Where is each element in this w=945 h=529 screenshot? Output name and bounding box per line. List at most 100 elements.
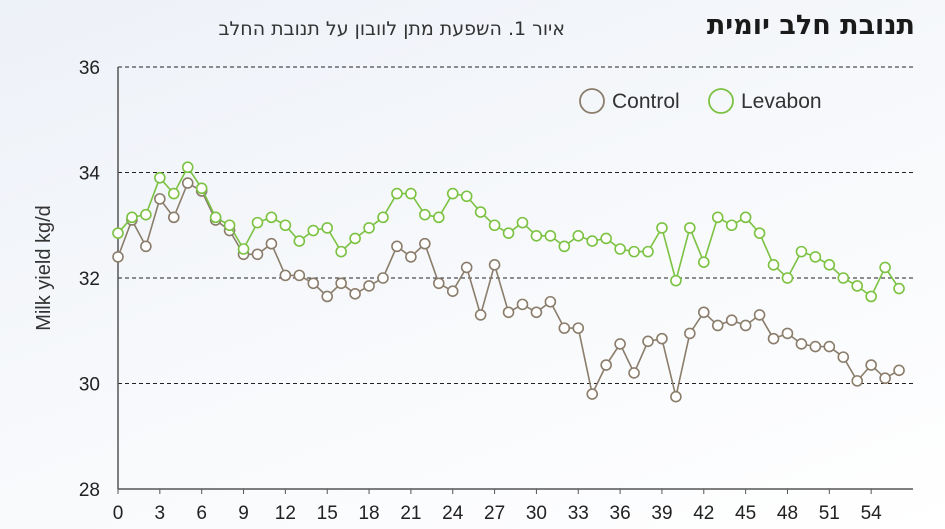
data-point-levabon xyxy=(391,187,403,200)
data-point-levabon xyxy=(502,227,515,239)
data-point-control xyxy=(809,340,822,353)
data-point-control xyxy=(140,240,152,253)
legend-label-control: Control xyxy=(612,90,680,113)
x-tick-label: 48 xyxy=(777,503,798,524)
x-tick-label: 27 xyxy=(484,503,505,524)
figure-caption: איור 1. השפעת מתן לוובון על תנובת החלב xyxy=(218,18,566,40)
data-point-levabon xyxy=(140,208,152,221)
data-point-levabon xyxy=(697,256,710,268)
x-tick-label: 3 xyxy=(155,503,166,524)
data-point-levabon xyxy=(154,171,166,184)
gridlines xyxy=(118,66,913,384)
data-point-levabon xyxy=(851,280,864,292)
data-point-control xyxy=(837,351,850,363)
data-point-control xyxy=(377,272,389,284)
data-point-control xyxy=(516,298,529,311)
data-point-control xyxy=(572,322,585,334)
data-point-control xyxy=(335,277,347,290)
data-point-control xyxy=(781,327,794,340)
y-tick-label: 34 xyxy=(79,164,101,185)
x-tick-label: 42 xyxy=(693,503,714,524)
y-tick-labels: 28 30 32 34 36 xyxy=(79,58,101,501)
data-point-control xyxy=(460,261,473,274)
data-point-control xyxy=(865,359,877,371)
data-point-control xyxy=(349,288,361,300)
y-tick-label: 36 xyxy=(79,58,100,79)
data-point-levabon xyxy=(781,272,794,284)
y-tick-label: 28 xyxy=(79,480,100,501)
data-point-control xyxy=(181,177,194,189)
x-tick-label: 54 xyxy=(861,503,883,524)
series-levabon xyxy=(112,161,905,303)
data-point-control xyxy=(558,322,571,334)
data-point-levabon xyxy=(893,282,905,295)
data-point-levabon xyxy=(753,227,766,239)
data-point-control xyxy=(432,277,445,290)
data-point-levabon xyxy=(460,190,473,203)
data-point-levabon xyxy=(823,259,836,271)
data-point-control xyxy=(739,319,752,332)
data-point-levabon xyxy=(879,261,891,274)
data-point-control xyxy=(711,319,724,332)
series-control xyxy=(112,177,905,403)
data-point-levabon xyxy=(321,222,334,234)
x-tick-label: 33 xyxy=(568,503,589,524)
data-point-control xyxy=(446,285,459,297)
data-point-control xyxy=(530,306,543,319)
x-tick-label: 18 xyxy=(358,503,379,524)
data-point-levabon xyxy=(335,245,347,258)
data-point-levabon xyxy=(474,206,487,218)
data-point-control xyxy=(684,327,696,340)
data-point-levabon xyxy=(628,245,640,258)
data-point-control xyxy=(879,372,891,385)
data-point-control xyxy=(642,335,654,348)
data-point-levabon xyxy=(488,219,501,232)
data-point-levabon xyxy=(195,182,208,195)
data-point-control xyxy=(851,375,864,387)
x-tick-label: 30 xyxy=(526,503,547,524)
data-point-levabon xyxy=(530,230,543,242)
data-point-control xyxy=(251,248,264,261)
data-point-levabon xyxy=(181,161,194,174)
legend-label-levabon: Levabon xyxy=(741,90,822,113)
data-point-levabon xyxy=(558,240,571,253)
data-point-levabon xyxy=(419,208,431,221)
data-point-control xyxy=(321,290,334,303)
data-point-control xyxy=(307,277,320,290)
data-point-levabon xyxy=(167,187,180,200)
data-point-levabon xyxy=(251,216,264,229)
data-point-control xyxy=(600,359,612,371)
data-point-levabon xyxy=(265,211,278,224)
y-tick-label: 30 xyxy=(79,375,100,396)
data-point-levabon xyxy=(209,211,222,224)
data-point-control xyxy=(488,259,501,271)
data-point-control xyxy=(265,237,278,250)
data-point-control xyxy=(405,251,417,263)
data-point-levabon xyxy=(739,211,752,224)
data-point-control xyxy=(753,309,766,321)
data-point-levabon xyxy=(307,224,320,237)
data-point-levabon xyxy=(809,251,822,263)
data-point-levabon xyxy=(279,219,292,232)
data-point-control xyxy=(725,314,738,327)
legend-marker-levabon xyxy=(708,88,734,114)
data-point-control xyxy=(502,306,515,319)
y-axis-label: Milk yield kg/d xyxy=(33,205,55,331)
data-point-levabon xyxy=(865,290,877,303)
data-point-levabon xyxy=(237,243,250,255)
data-point-control xyxy=(167,211,180,224)
data-point-levabon xyxy=(572,230,585,242)
data-point-control xyxy=(363,280,375,292)
legend-marker-control xyxy=(579,88,605,114)
data-point-control xyxy=(586,388,599,400)
data-point-control xyxy=(767,332,780,345)
x-tick-label: 39 xyxy=(651,503,672,524)
data-point-control xyxy=(614,338,626,350)
data-point-control xyxy=(154,193,166,205)
x-tick-label: 12 xyxy=(275,503,296,524)
x-tick-label: 51 xyxy=(819,503,840,524)
data-point-levabon xyxy=(711,211,724,224)
x-tick-label: 24 xyxy=(442,503,464,524)
legend: Control Levabon xyxy=(579,88,822,114)
